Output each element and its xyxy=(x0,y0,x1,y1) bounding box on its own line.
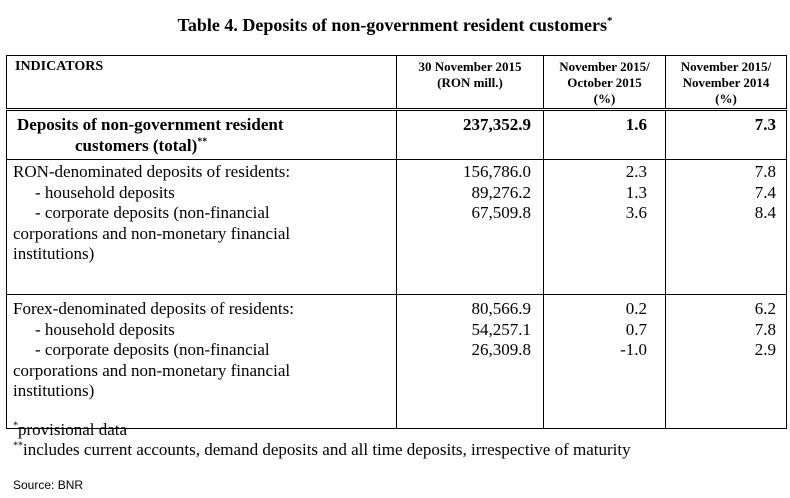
ron-label-total: RON-denominated deposits of residents: xyxy=(13,162,291,181)
ron-labels: RON-denominated deposits of residents: -… xyxy=(6,159,397,295)
header-col-yoy-line: November 2015/ xyxy=(680,59,772,74)
header-row: INDICATORS 30 November 2015 (RON mill.) … xyxy=(6,55,787,110)
header-col-stock: 30 November 2015 (RON mill.) xyxy=(396,55,544,110)
forex-yoy-value: 2.9 xyxy=(754,340,776,359)
title-footnote-mark: * xyxy=(607,15,613,27)
forex-label-total: Forex-denominated deposits of residents: xyxy=(13,299,294,318)
ron-label-corporate: - corporate deposits (non-financial xyxy=(35,203,270,222)
total-label-line1: Deposits of non-government resident xyxy=(17,115,284,134)
forex-section: Forex-denominated deposits of residents:… xyxy=(6,294,787,429)
ron-yoy: 7.8 7.4 8.4 xyxy=(665,159,787,295)
forex-value: 54,257.1 xyxy=(471,319,532,339)
ron-mom-value: 3.6 xyxy=(625,203,647,222)
total-mom: 1.6 xyxy=(543,108,666,160)
header-col-mom: November 2015/ October 2015 (%) xyxy=(543,55,666,110)
footnotes: *provisional data **includes current acc… xyxy=(13,420,631,460)
ron-yoy-value: 7.8 xyxy=(754,162,776,181)
forex-label-household: - household deposits xyxy=(35,319,175,339)
total-row: Deposits of non-government resident cust… xyxy=(6,108,787,160)
header-col-yoy: November 2015/ November 2014 (%) xyxy=(665,55,787,110)
header-col-mom-line: (%) xyxy=(593,91,616,106)
ron-mom-value: 1.3 xyxy=(625,182,647,202)
table-title-text: Table 4. Deposits of non-government resi… xyxy=(177,15,608,35)
ron-yoy-value: 7.4 xyxy=(754,182,776,202)
header-col-mom-line: October 2015 xyxy=(567,75,642,90)
forex-value: 26,309.8 xyxy=(471,340,532,359)
forex-label-corporate: - corporate deposits (non-financial xyxy=(35,340,270,359)
deposits-table: INDICATORS 30 November 2015 (RON mill.) … xyxy=(6,55,787,429)
ron-mom-value: 2.3 xyxy=(625,162,647,181)
header-col-mom-line: November 2015/ xyxy=(559,59,650,74)
forex-values: 80,566.9 54,257.1 26,309.8 xyxy=(396,294,544,429)
ron-yoy-value: 8.4 xyxy=(754,203,776,222)
ron-value: 156,786.0 xyxy=(463,162,531,181)
table-title: Table 4. Deposits of non-government resi… xyxy=(0,14,790,36)
footnote-includes: **includes current accounts, demand depo… xyxy=(13,440,631,460)
footnote-mark: ** xyxy=(13,440,23,452)
forex-labels: Forex-denominated deposits of residents:… xyxy=(6,294,397,429)
header-indicators: INDICATORS xyxy=(6,55,397,110)
header-col-stock-line: (RON mill.) xyxy=(437,75,503,90)
footnote-mark: * xyxy=(13,420,18,432)
footnote-text: provisional data xyxy=(18,420,128,439)
total-label-line2: customers (total) xyxy=(75,136,198,155)
footnote-text: includes current accounts, demand deposi… xyxy=(23,440,631,459)
forex-label-corporate-cont: institutions) xyxy=(13,381,95,400)
forex-value: 80,566.9 xyxy=(471,299,532,318)
forex-yoy-value: 7.8 xyxy=(754,319,776,339)
total-label-line2-wrap: customers (total)** xyxy=(17,135,396,156)
total-yoy: 7.3 xyxy=(665,108,787,160)
total-value: 237,352.9 xyxy=(396,108,544,160)
forex-mom: 0.2 0.7 -1.0 xyxy=(543,294,666,429)
ron-value: 67,509.8 xyxy=(471,203,532,222)
ron-value: 89,276.2 xyxy=(471,182,532,202)
ron-label-corporate-cont: institutions) xyxy=(13,244,95,263)
footnote-provisional: *provisional data xyxy=(13,420,631,440)
forex-mom-value: 0.7 xyxy=(625,319,647,339)
ron-label-corporate-cont: corporations and non-monetary financial xyxy=(13,223,291,243)
forex-label-corporate-cont: corporations and non-monetary financial xyxy=(13,360,291,380)
header-col-stock-line: 30 November 2015 xyxy=(418,59,522,74)
ron-values: 156,786.0 89,276.2 67,509.8 xyxy=(396,159,544,295)
ron-label-household: - household deposits xyxy=(35,182,175,202)
forex-yoy-value: 6.2 xyxy=(754,299,776,318)
total-label: Deposits of non-government resident cust… xyxy=(6,108,397,160)
forex-mom-value: -1.0 xyxy=(620,340,647,359)
ron-section: RON-denominated deposits of residents: -… xyxy=(6,159,787,295)
total-footnote-mark: ** xyxy=(197,136,208,148)
header-col-yoy-line: November 2014 xyxy=(682,75,770,90)
ron-mom: 2.3 1.3 3.6 xyxy=(543,159,666,295)
header-col-yoy-line: (%) xyxy=(715,91,737,106)
source-note: Source: BNR xyxy=(13,478,84,492)
forex-yoy: 6.2 7.8 2.9 xyxy=(665,294,787,429)
forex-mom-value: 0.2 xyxy=(625,299,647,318)
